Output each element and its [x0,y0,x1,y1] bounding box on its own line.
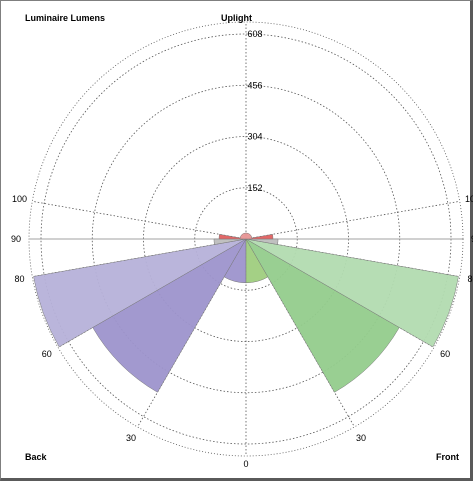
spoke-front-100 [245,200,460,240]
sector-back-90-100 [218,234,247,240]
radial-tick-label: 304 [247,132,262,142]
sector-front-90-100 [245,234,274,240]
sector-back-60-80 [33,238,247,348]
angle-label-front-90: 90 [471,234,473,244]
angle-label-back-90: 90 [11,234,21,244]
angle-label-back-100: 100 [12,194,27,204]
angle-label-back-30: 30 [126,433,136,443]
back-label: Back [25,452,47,462]
angle-label-front-100: 100 [465,194,473,204]
angle-label-front-80: 80 [467,274,473,284]
radial-tick-label: 608 [247,29,262,39]
spoke-back-100 [32,200,247,240]
sector-front-60-80 [245,238,459,348]
angle-labels: 100 100 90 90 80 80 60 60 30 30 0 [11,194,473,469]
sector-back-80-90 [213,238,247,245]
uplight-label: Uplight [221,13,252,23]
front-label: Front [436,452,459,462]
sector-group [33,232,459,393]
angle-label-back-80: 80 [14,274,24,284]
angle-label-0: 0 [243,459,248,469]
sector-back-30-60 [92,238,247,393]
sector-front-30-60 [245,238,400,393]
angle-label-back-60: 60 [42,349,52,359]
sector-front-80-90 [245,238,279,245]
sector-up-100-180 [239,232,253,240]
radial-tick-labels: 152 304 456 608 [247,29,262,193]
angle-label-front-30: 30 [356,433,366,443]
radial-tick-label: 456 [247,80,262,90]
chart-title: Luminaire Lumens [25,13,106,23]
angle-label-front-60: 60 [440,349,450,359]
radial-tick-label: 152 [247,183,262,193]
